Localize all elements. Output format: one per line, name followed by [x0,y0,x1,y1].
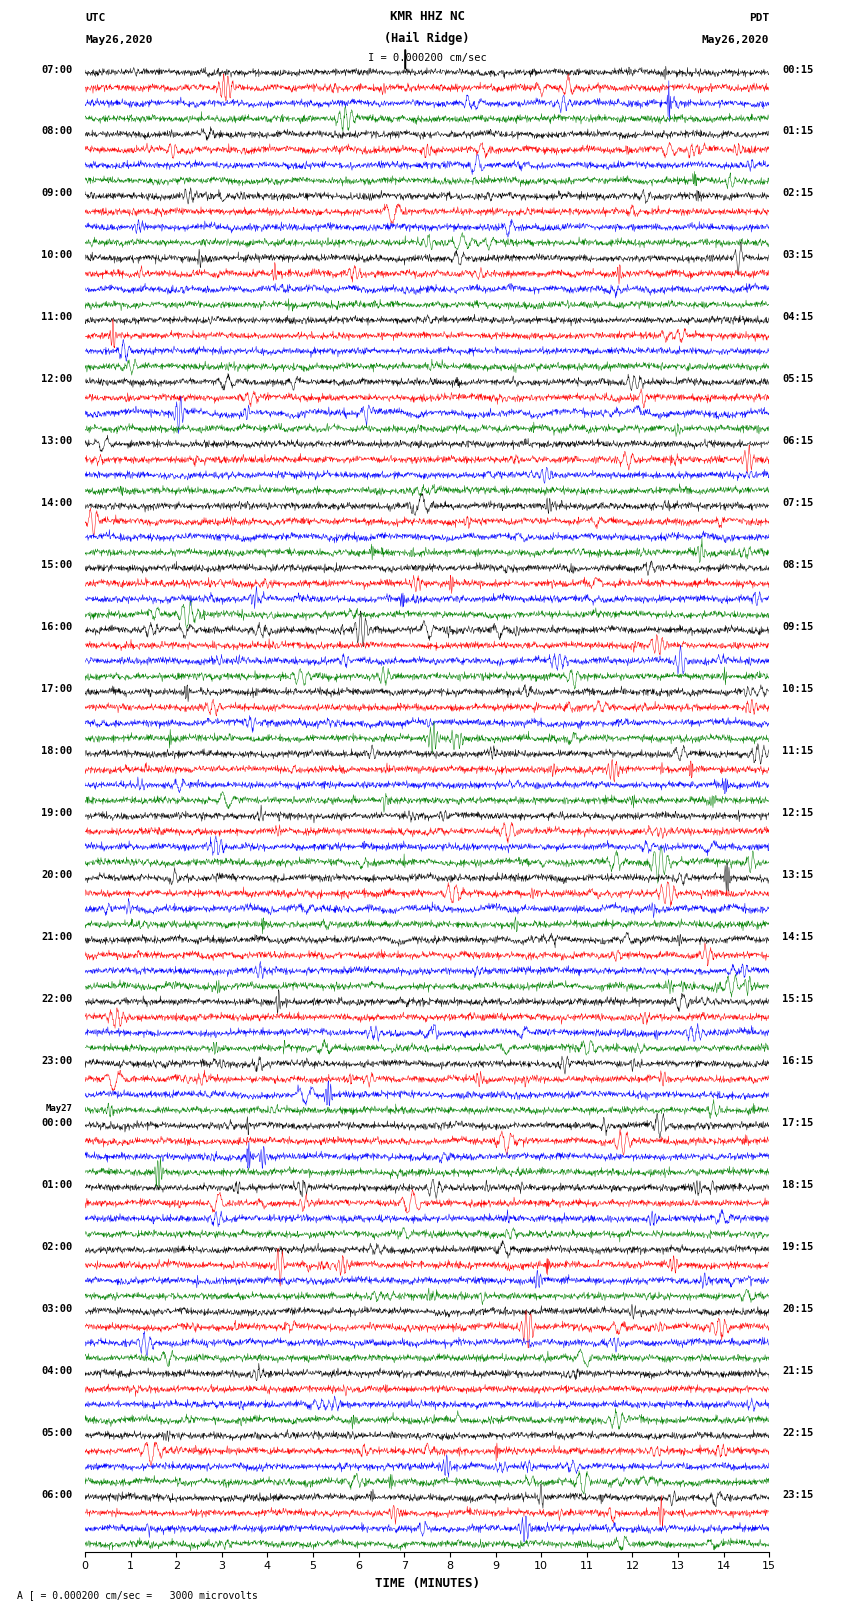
Text: 03:15: 03:15 [782,250,813,260]
Text: KMR HHZ NC: KMR HHZ NC [389,10,465,23]
Text: 16:00: 16:00 [41,623,72,632]
Text: 00:15: 00:15 [782,65,813,74]
Text: 08:00: 08:00 [41,126,72,137]
X-axis label: TIME (MINUTES): TIME (MINUTES) [375,1578,479,1590]
Text: 21:00: 21:00 [41,932,72,942]
Text: (Hail Ridge): (Hail Ridge) [384,32,470,45]
Text: 04:15: 04:15 [782,313,813,323]
Text: 12:15: 12:15 [782,808,813,818]
Text: 13:15: 13:15 [782,869,813,881]
Text: 03:00: 03:00 [41,1303,72,1315]
Text: 10:15: 10:15 [782,684,813,694]
Text: 14:15: 14:15 [782,932,813,942]
Text: May26,2020: May26,2020 [85,35,152,45]
Text: 18:00: 18:00 [41,747,72,756]
Text: 23:15: 23:15 [782,1490,813,1500]
Text: May26,2020: May26,2020 [702,35,769,45]
Text: 18:15: 18:15 [782,1181,813,1190]
Text: 11:00: 11:00 [41,313,72,323]
Text: May27: May27 [45,1105,72,1113]
Text: 09:00: 09:00 [41,189,72,198]
Text: 20:00: 20:00 [41,869,72,881]
Text: 02:00: 02:00 [41,1242,72,1252]
Text: 11:15: 11:15 [782,747,813,756]
Text: 06:15: 06:15 [782,436,813,447]
Text: 20:15: 20:15 [782,1303,813,1315]
Text: 00:00: 00:00 [41,1118,72,1127]
Text: 01:15: 01:15 [782,126,813,137]
Text: 02:15: 02:15 [782,189,813,198]
Text: 22:00: 22:00 [41,994,72,1003]
Text: 08:15: 08:15 [782,560,813,571]
Text: 05:00: 05:00 [41,1428,72,1437]
Text: I = 0.000200 cm/sec: I = 0.000200 cm/sec [368,53,486,63]
Text: 19:15: 19:15 [782,1242,813,1252]
Text: 07:00: 07:00 [41,65,72,74]
Text: 10:00: 10:00 [41,250,72,260]
Text: 17:15: 17:15 [782,1118,813,1127]
Text: 06:00: 06:00 [41,1490,72,1500]
Text: 23:00: 23:00 [41,1057,72,1066]
Text: 12:00: 12:00 [41,374,72,384]
Text: PDT: PDT [749,13,769,23]
Text: 07:15: 07:15 [782,498,813,508]
Text: 15:15: 15:15 [782,994,813,1003]
Text: 04:00: 04:00 [41,1366,72,1376]
Text: 05:15: 05:15 [782,374,813,384]
Text: 13:00: 13:00 [41,436,72,447]
Text: 19:00: 19:00 [41,808,72,818]
Text: 09:15: 09:15 [782,623,813,632]
Text: 15:00: 15:00 [41,560,72,571]
Text: 16:15: 16:15 [782,1057,813,1066]
Text: A [ = 0.000200 cm/sec =   3000 microvolts: A [ = 0.000200 cm/sec = 3000 microvolts [17,1590,258,1600]
Text: 22:15: 22:15 [782,1428,813,1437]
Text: UTC: UTC [85,13,105,23]
Text: 14:00: 14:00 [41,498,72,508]
Text: 01:00: 01:00 [41,1181,72,1190]
Text: 21:15: 21:15 [782,1366,813,1376]
Text: 17:00: 17:00 [41,684,72,694]
